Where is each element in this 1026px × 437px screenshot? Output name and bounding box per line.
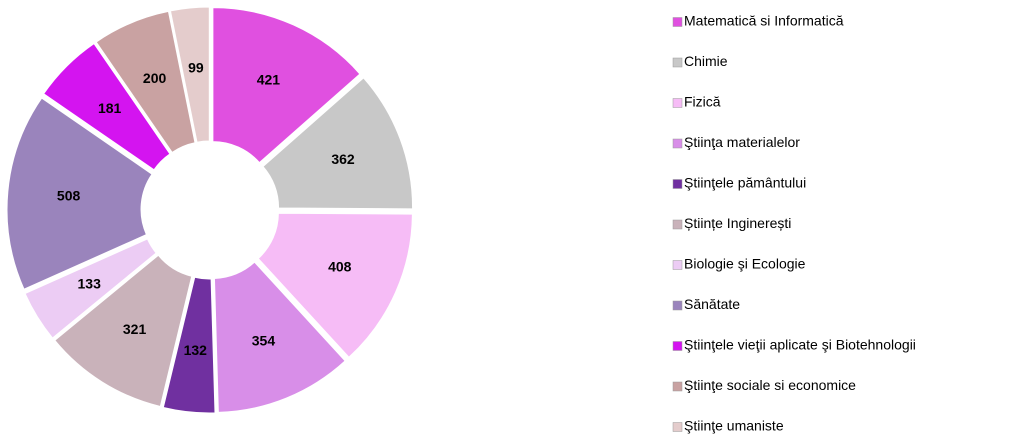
data-label: 181 — [98, 100, 122, 116]
slice — [257, 212, 413, 358]
slice — [24, 238, 157, 339]
data-label: 421 — [257, 71, 281, 87]
data-label: 362 — [331, 151, 355, 167]
legend-label: Ştiinţe sociale si economice — [684, 377, 856, 393]
legend-label: Matematică si Informatică — [684, 13, 844, 29]
legend-swatch — [672, 341, 683, 351]
legend-swatch — [672, 179, 683, 189]
legend-label: Biologie şi Ecologie — [684, 256, 806, 272]
legend-swatch — [672, 57, 683, 68]
slice — [262, 77, 414, 210]
data-label: 321 — [123, 321, 147, 337]
legend-swatch — [672, 422, 683, 432]
data-label: 508 — [57, 188, 81, 204]
legend-label: Ştiinţa materialelor — [684, 134, 800, 150]
slice — [95, 10, 196, 154]
data-label: 132 — [184, 342, 208, 358]
legend-label: Ştiinţele pământului — [684, 175, 806, 191]
legend-label: Sănătate — [684, 296, 740, 312]
data-label: 99 — [188, 59, 204, 75]
slice — [162, 276, 216, 414]
slice — [213, 261, 346, 413]
slice — [212, 7, 361, 164]
legend-swatch — [672, 219, 683, 230]
data-label: 354 — [252, 332, 276, 348]
legend-swatch — [672, 260, 683, 270]
data-label: 200 — [143, 70, 167, 86]
legend-label: Ştiinţele vieţii aplicate şi Biotehnolog… — [684, 337, 916, 353]
data-label: 408 — [328, 258, 352, 274]
slice — [43, 42, 171, 171]
legend-label: Chimie — [684, 53, 728, 69]
legend-swatch — [672, 138, 683, 149]
legend-label: Fizică — [684, 94, 721, 110]
legend-swatch — [672, 300, 683, 311]
legend-label: Științe Inginerești — [684, 215, 791, 231]
slice — [54, 254, 193, 408]
slice — [169, 6, 210, 143]
slice — [6, 97, 153, 290]
data-label: 133 — [78, 275, 102, 291]
legend-swatch — [672, 98, 683, 108]
legend-label: Ştiinţe umaniste — [684, 418, 784, 434]
legend-swatch — [672, 381, 683, 392]
legend-swatch — [672, 17, 683, 27]
